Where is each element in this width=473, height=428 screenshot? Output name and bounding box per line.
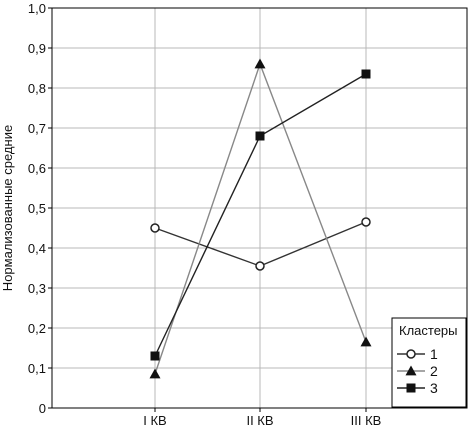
series-1 (150, 217, 371, 271)
y-axis-ticks: 0 0,1 0,2 0,3 0,4 0,5 0,6 0,7 0,8 0,9 1,0 (28, 1, 52, 416)
data-point (406, 349, 416, 359)
y-tick-label: 0,9 (28, 41, 46, 56)
y-tick-label: 0,4 (28, 241, 46, 256)
data-point (150, 223, 160, 233)
legend-title: Кластеры (399, 323, 458, 338)
y-tick-label: 0,5 (28, 201, 46, 216)
x-tick-label: III КВ (351, 413, 382, 428)
y-tick-label: 0,3 (28, 281, 46, 296)
legend-items: 123 (397, 346, 438, 396)
data-point (406, 383, 416, 393)
data-point (149, 368, 161, 379)
legend-box (391, 317, 467, 408)
legend-label: 1 (430, 346, 438, 362)
x-axis-ticks: I КВ II КВ III КВ (143, 408, 381, 428)
y-axis-label: Нормализованные средние (0, 125, 15, 291)
y-tick-label: 0,8 (28, 81, 46, 96)
y-tick-label: 0,2 (28, 321, 46, 336)
legend-item-1: 1 (397, 346, 438, 362)
y-tick-label: 1,0 (28, 1, 46, 16)
legend-label: 2 (430, 363, 438, 379)
data-point (255, 261, 265, 271)
y-tick-label: 0,1 (28, 361, 46, 376)
series-2 (149, 58, 372, 379)
x-tick-label: I КВ (143, 413, 166, 428)
data-point (360, 336, 372, 347)
data-point (405, 365, 417, 376)
legend: Кластеры 123 (391, 317, 467, 408)
legend-item-2: 2 (397, 363, 438, 379)
series-3 (150, 69, 371, 361)
y-tick-label: 0,6 (28, 161, 46, 176)
data-point (255, 131, 265, 141)
series-layer (149, 58, 372, 379)
data-point (150, 351, 160, 361)
data-point (254, 58, 266, 69)
data-point (361, 69, 371, 79)
x-tick-label: II КВ (246, 413, 273, 428)
y-tick-label: 0,7 (28, 121, 46, 136)
legend-label: 3 (430, 380, 438, 396)
legend-item-3: 3 (397, 380, 438, 396)
data-point (361, 217, 371, 227)
y-tick-label: 0 (39, 401, 46, 416)
